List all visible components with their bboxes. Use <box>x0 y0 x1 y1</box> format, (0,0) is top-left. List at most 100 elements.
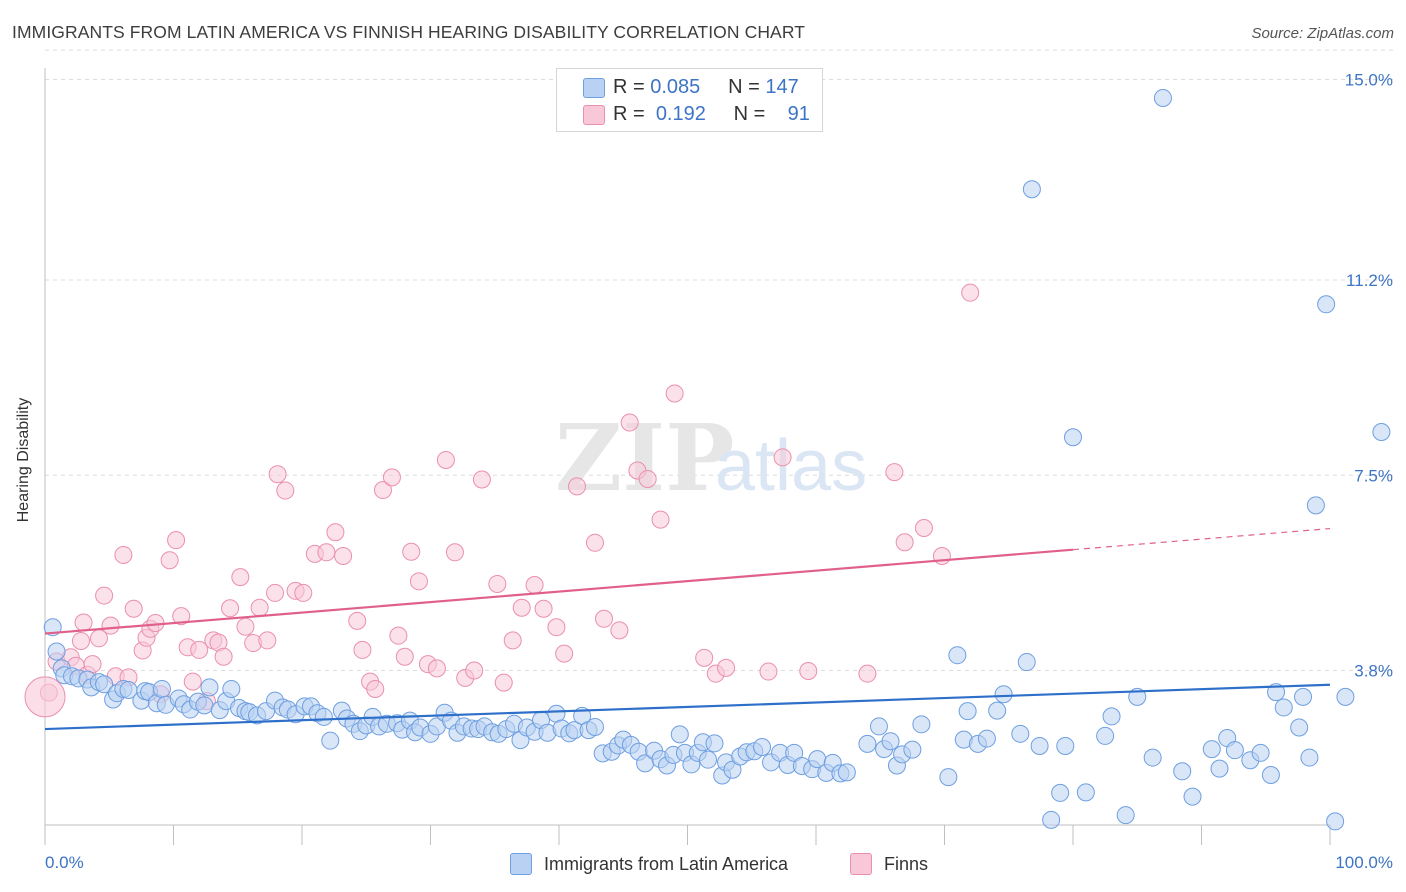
legend-n-label-2: N = <box>733 102 766 125</box>
legend-r-label-2: R = <box>613 102 645 125</box>
chart-title: IMMIGRANTS FROM LATIN AMERICA VS FINNISH… <box>12 22 806 42</box>
watermark-atlas: atlas <box>715 426 867 506</box>
finns-point <box>124 599 143 618</box>
finns-point <box>382 468 401 487</box>
latin-america-point <box>988 701 1007 720</box>
latin-america-point <box>1183 787 1202 806</box>
finns-point <box>799 662 818 681</box>
latin-america-point <box>699 750 718 769</box>
latin-america-point <box>222 679 241 698</box>
finns-point <box>494 673 513 692</box>
finns-point <box>258 631 277 650</box>
legend-stats-2: R = 0.192 N = 91 <box>613 103 810 126</box>
latin-america-trendline <box>44 683 1331 731</box>
watermark-zip: ZIP <box>555 404 734 512</box>
finns-point <box>436 450 455 469</box>
latin-america-point <box>1261 765 1280 784</box>
latin-america-point <box>1300 748 1319 767</box>
finns-point <box>534 599 553 618</box>
x-tick-label: 100.0% <box>1335 853 1393 872</box>
finns-point <box>317 543 336 562</box>
legend-r-value-2: 0.192 <box>655 102 706 125</box>
finns-point <box>555 644 574 663</box>
finns-point <box>190 640 209 659</box>
legend-r-label-1: R = <box>613 75 645 98</box>
latin-america-point <box>152 679 171 698</box>
finns-point <box>172 607 191 626</box>
finns-point <box>465 661 484 680</box>
latin-america-point <box>1225 741 1244 760</box>
finns-point <box>651 510 670 529</box>
finns-point <box>266 583 285 602</box>
latin-america-point <box>1017 653 1036 672</box>
correlation-legend: R = 0.085 N = 147 R = 0.192 N = 91 <box>556 68 823 132</box>
latin-america-point <box>958 702 977 721</box>
legend-n-value-2: 91 <box>787 102 810 125</box>
finns-point <box>276 481 295 500</box>
finns-point <box>83 655 102 674</box>
finns-point <box>567 477 586 496</box>
finns-point <box>895 533 914 552</box>
finns-point <box>268 465 287 484</box>
latin-america-point <box>1326 812 1345 831</box>
latin-america-point <box>47 642 66 661</box>
latin-america-point <box>1372 422 1391 441</box>
finns-point <box>214 647 233 666</box>
latin-america-point <box>1011 724 1030 743</box>
latin-america-point <box>939 768 958 787</box>
y-tick-label: 3.8% <box>1354 662 1393 681</box>
latin-america-point <box>195 696 214 715</box>
finns-point <box>759 662 778 681</box>
latin-america-point <box>585 717 604 736</box>
latin-america-point <box>1290 718 1309 737</box>
legend-r-value-1: 0.085 <box>650 75 701 98</box>
legend-n-value-1: 147 <box>765 75 799 98</box>
finns-point <box>71 631 90 650</box>
latin-america-point <box>837 763 856 782</box>
legend-swatch-pink <box>583 105 605 125</box>
latin-america-point <box>1173 762 1192 781</box>
finns-point <box>366 679 385 698</box>
latin-america-point <box>1143 748 1162 767</box>
latin-america-point <box>753 738 772 757</box>
finns-point <box>231 568 250 587</box>
finns-point <box>512 598 531 617</box>
finns-point <box>167 531 186 550</box>
latin-america-point <box>1102 707 1121 726</box>
finns-point <box>525 576 544 595</box>
latin-america-point <box>314 707 333 726</box>
y-axis-label-wrapper: Hearing Disability <box>4 380 44 540</box>
latin-america-point <box>1251 743 1270 762</box>
bottom-legend-label-1: Immigrants from Latin America <box>544 853 789 874</box>
finns-point <box>353 640 372 659</box>
latin-america-point <box>1267 683 1286 702</box>
finns-point <box>101 616 120 635</box>
latin-america-point <box>1294 687 1313 706</box>
finns-point <box>594 609 613 628</box>
finns-point <box>334 546 353 565</box>
bottom-legend-swatch-pink <box>850 853 872 875</box>
finns-point <box>961 283 980 302</box>
latin-america-point <box>1336 687 1355 706</box>
finns-trendline-extension <box>1072 527 1331 551</box>
latin-america-point <box>858 734 877 753</box>
finns-point <box>547 618 566 637</box>
y-tick-label: 7.5% <box>1354 466 1393 485</box>
y-axis-label: Hearing Disability <box>15 397 32 523</box>
finns-trendline <box>44 548 1074 635</box>
finns-point <box>665 384 684 403</box>
latin-america-point <box>1056 736 1075 755</box>
finns-point <box>885 463 904 482</box>
finns-point <box>445 543 464 562</box>
finns-point <box>74 613 93 632</box>
finns-point <box>585 533 604 552</box>
finns-point <box>717 658 736 677</box>
legend-n-label-1: N = <box>728 75 760 98</box>
bottom-legend-swatch-blue <box>510 853 532 875</box>
finns-point <box>294 583 313 602</box>
latin-america-point <box>1030 736 1049 755</box>
finns-point <box>427 659 446 678</box>
finns-point <box>250 598 269 617</box>
latin-america-point <box>1064 428 1082 447</box>
